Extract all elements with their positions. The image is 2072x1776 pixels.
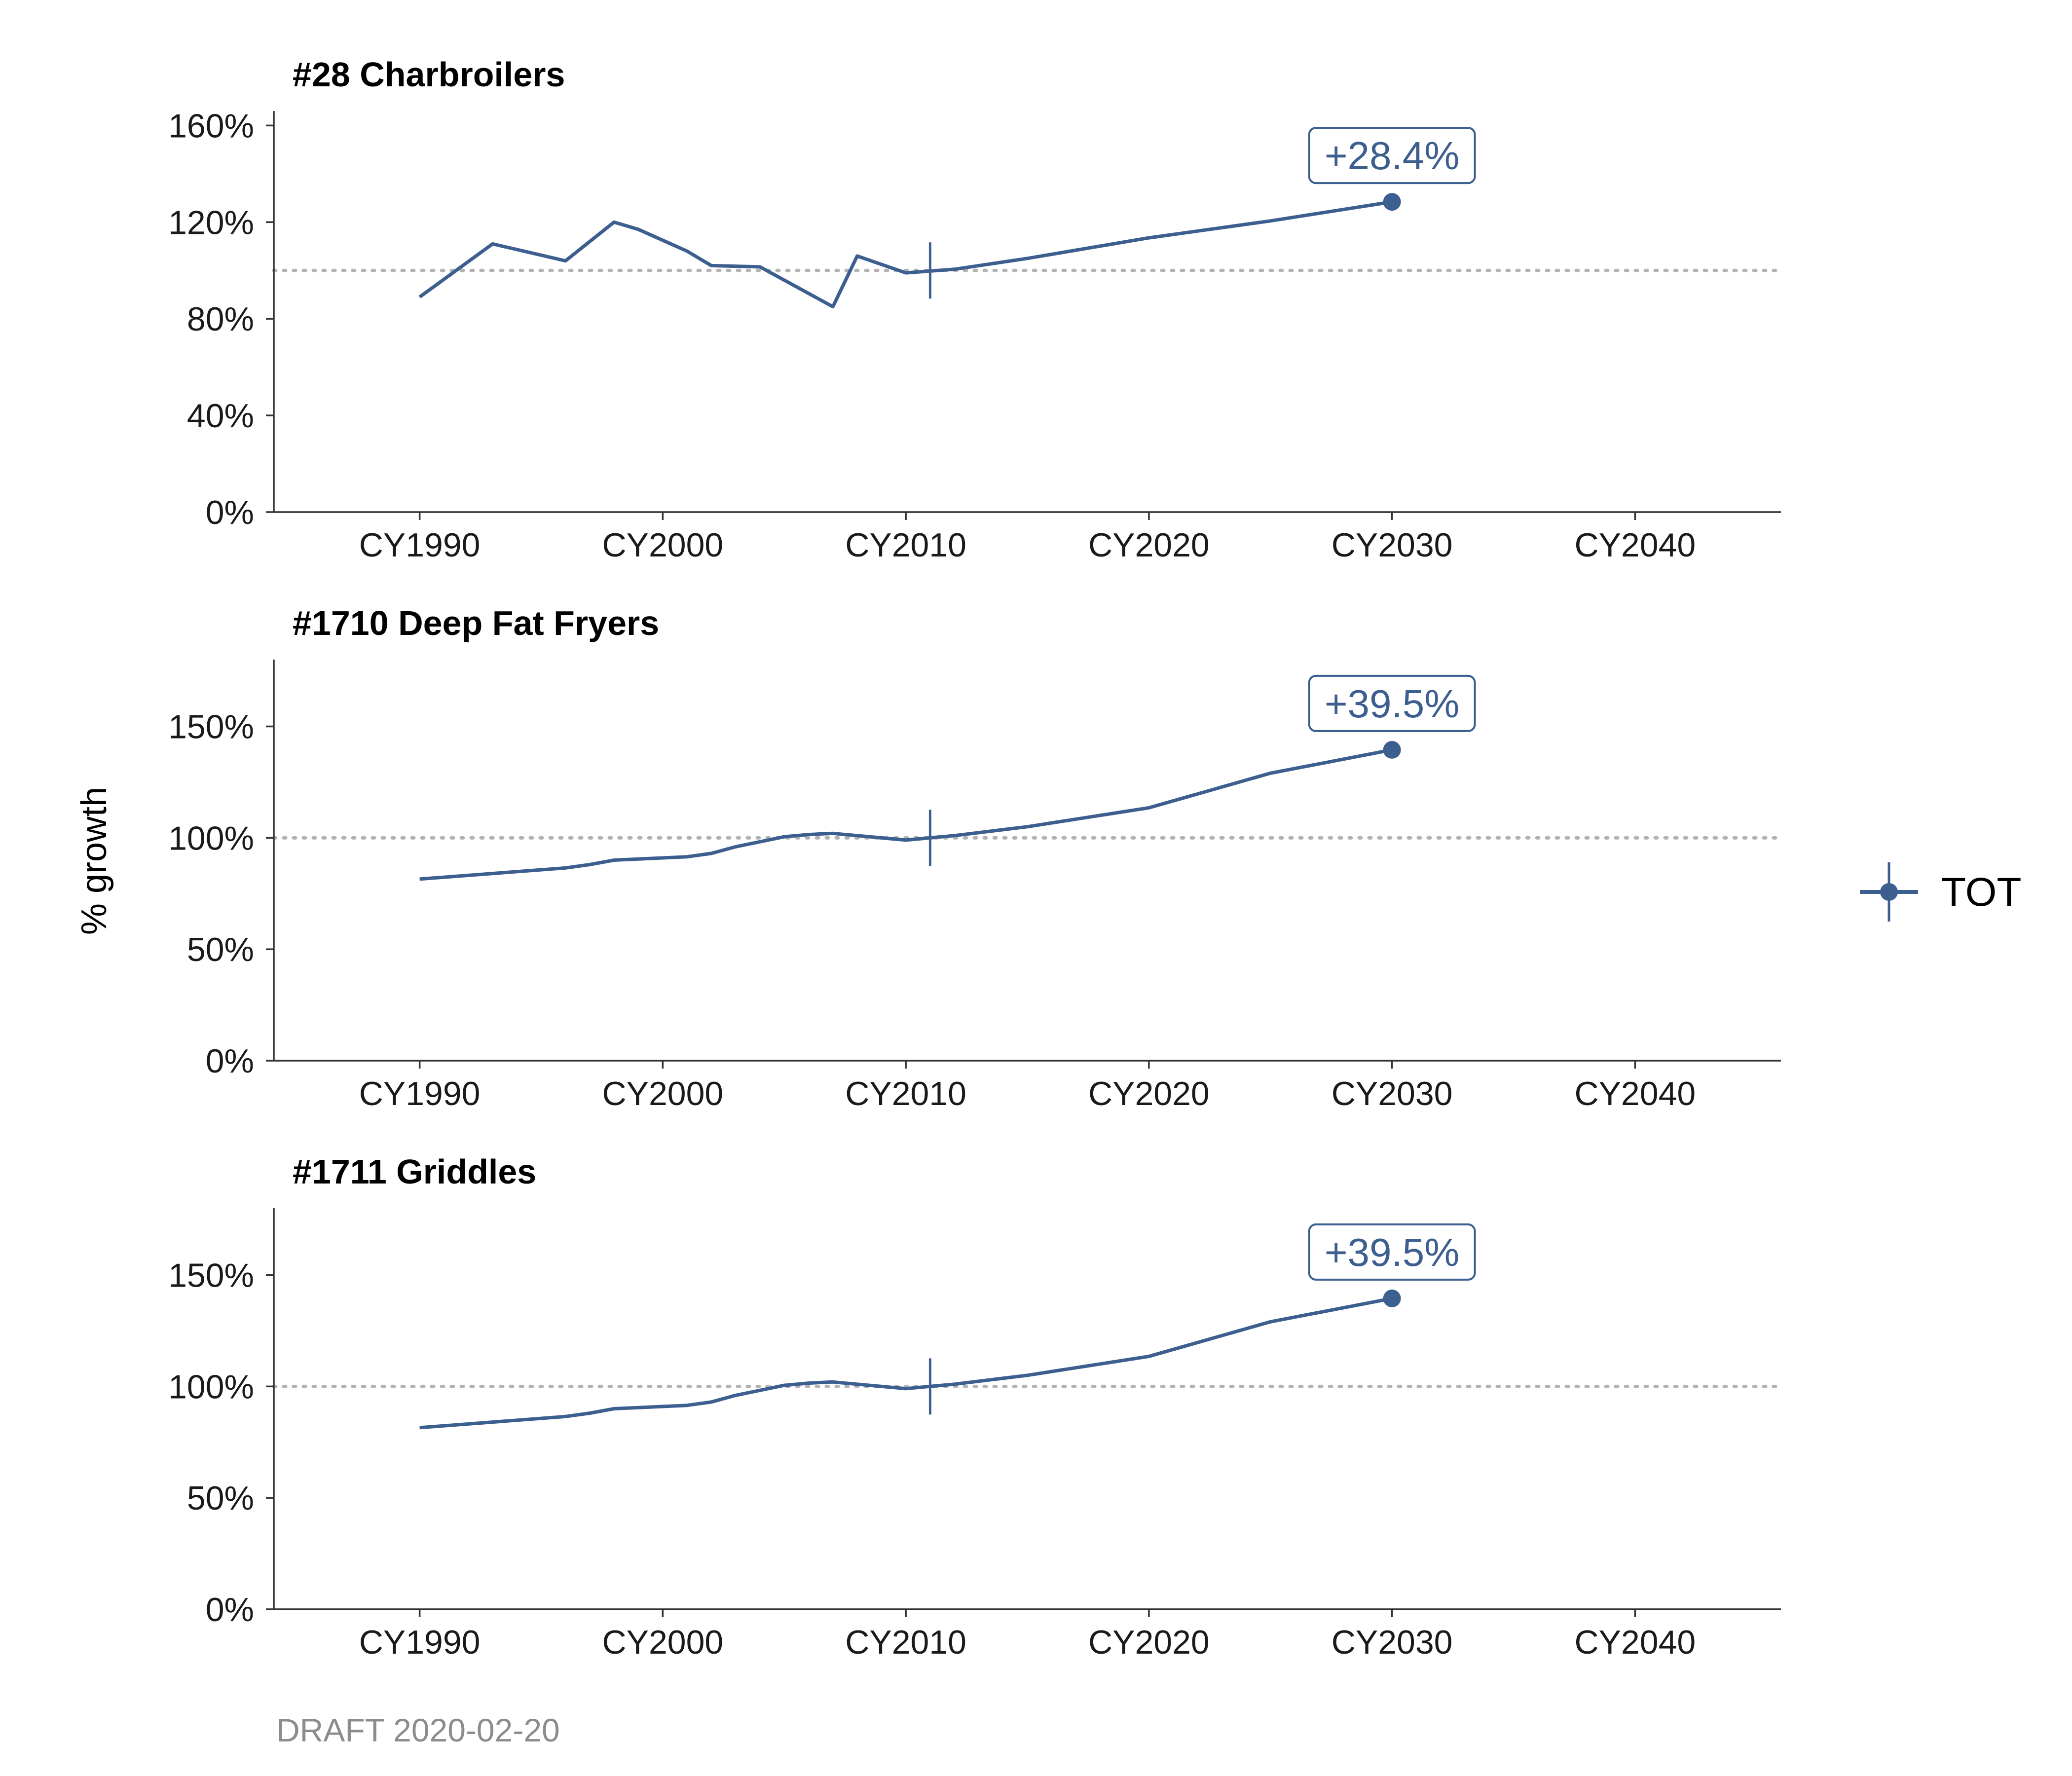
series-line-tot — [419, 1296, 1393, 1430]
y-tick-label: 120% — [168, 204, 254, 241]
x-tick-label: CY2000 — [602, 1624, 724, 1661]
y-tick-label: 150% — [168, 1257, 254, 1295]
panel-1: #28 Charbroilers 0% 40% 80% 120% 160% CY1990 CY… — [168, 55, 1783, 564]
endpoint-point — [1383, 740, 1401, 759]
panels: #28 Charbroilers 0% 40% 80% 120% 160% CY1990 CY… — [168, 55, 1783, 1661]
x-tick-label: CY2020 — [1088, 1075, 1210, 1112]
draft-caption: DRAFT 2020-02-20 — [276, 1712, 560, 1748]
y-tick-label: 40% — [187, 397, 254, 435]
x-tick-label: CY2040 — [1574, 1075, 1696, 1112]
endpoint-label: +39.5% — [1325, 682, 1460, 726]
panel-title: #1711 Griddles — [293, 1152, 536, 1191]
x-tick-label: CY1990 — [359, 1624, 481, 1661]
legend-label: TOT — [1941, 870, 2021, 915]
panel-3: #1711 Griddles 0% 50% 100% 150% CY1990 CY2000 C… — [168, 1152, 1783, 1661]
x-tick-label: CY2000 — [602, 1075, 724, 1112]
x-tick-label: CY2040 — [1574, 1624, 1696, 1661]
y-tick-label: 50% — [187, 1480, 254, 1517]
x-tick-label: CY2030 — [1332, 1624, 1453, 1661]
y-tick-label: 50% — [187, 931, 254, 968]
y-tick-label: 160% — [168, 107, 254, 145]
y-tick-label: 100% — [168, 819, 254, 857]
endpoint-label-box — [1308, 674, 1476, 732]
endpoint-point — [1383, 193, 1401, 211]
x-tick-label: CY2010 — [845, 526, 966, 564]
panel-2: #1710 Deep Fat Fryers 0% 50% 100% 150% CY1990… — [168, 604, 1783, 1112]
series-line-tot — [418, 200, 1393, 309]
endpoint-point — [1383, 1289, 1401, 1307]
x-tick-label: CY2020 — [1088, 1624, 1210, 1661]
endpoint-label: +28.4% — [1325, 134, 1460, 178]
x-tick-label: CY1990 — [359, 526, 481, 564]
x-tick-label: CY2040 — [1574, 526, 1696, 564]
y-tick-label: 0% — [206, 494, 254, 531]
y-tick-label: 150% — [168, 708, 254, 746]
x-tick-label: CY2030 — [1332, 1075, 1453, 1112]
legend-point-key — [1880, 883, 1898, 901]
endpoint-label-box — [1308, 1223, 1476, 1281]
x-tick-label: CY2010 — [845, 1624, 966, 1661]
y-axis-label: % growth — [74, 787, 114, 935]
x-tick-label: CY2010 — [845, 1075, 966, 1112]
endpoint-label: +39.5% — [1325, 1230, 1460, 1274]
panel-title: #1710 Deep Fat Fryers — [293, 604, 659, 642]
y-tick-label: 0% — [206, 1591, 254, 1628]
x-tick-label: CY2030 — [1332, 526, 1453, 564]
y-tick-label: 0% — [206, 1042, 254, 1080]
panel-title: #28 Charbroilers — [293, 55, 565, 94]
y-tick-label: 100% — [168, 1368, 254, 1406]
x-tick-label: CY2000 — [602, 526, 724, 564]
y-tick-label: 80% — [187, 300, 254, 338]
x-tick-label: CY2020 — [1088, 526, 1210, 564]
legend: TOT — [1860, 862, 2021, 922]
endpoint-label-box — [1308, 127, 1476, 185]
x-tick-label: CY1990 — [359, 1075, 481, 1112]
series-line-tot — [419, 748, 1393, 881]
